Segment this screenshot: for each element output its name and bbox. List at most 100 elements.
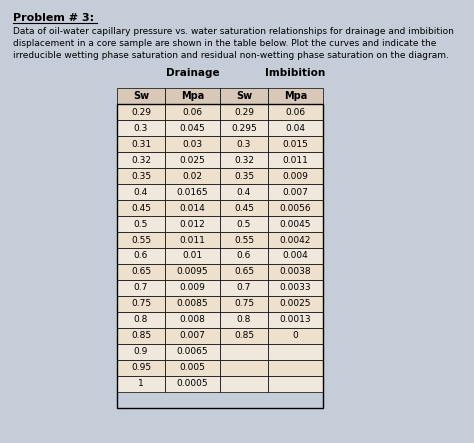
Bar [220, 360, 268, 376]
Text: 0.04: 0.04 [285, 124, 306, 132]
Text: 0.65: 0.65 [234, 268, 254, 276]
Text: 0.85: 0.85 [234, 331, 254, 341]
Bar [165, 200, 220, 216]
Bar [117, 344, 165, 360]
Bar [220, 328, 268, 344]
Text: 0.011: 0.011 [283, 155, 309, 164]
Text: 0.0042: 0.0042 [280, 236, 311, 245]
Text: 0.7: 0.7 [134, 284, 148, 292]
Bar [268, 248, 323, 264]
Text: 0.55: 0.55 [131, 236, 151, 245]
Bar [165, 328, 220, 344]
Bar [165, 312, 220, 328]
Bar [268, 360, 323, 376]
Text: 0.0165: 0.0165 [177, 187, 208, 197]
Text: 0.32: 0.32 [131, 155, 151, 164]
Bar [165, 184, 220, 200]
Bar [165, 104, 220, 120]
Text: 0.295: 0.295 [231, 124, 257, 132]
Text: 0.5: 0.5 [134, 219, 148, 229]
Text: 0.008: 0.008 [180, 315, 205, 325]
Bar [117, 264, 165, 280]
Text: 0.3: 0.3 [134, 124, 148, 132]
Text: 0.5: 0.5 [237, 219, 251, 229]
Bar [165, 280, 220, 296]
Text: 0.03: 0.03 [182, 140, 202, 148]
Text: Drainage: Drainage [166, 68, 219, 78]
Bar [220, 312, 268, 328]
Bar [220, 264, 268, 280]
Bar [268, 328, 323, 344]
Text: 0.32: 0.32 [234, 155, 254, 164]
Bar [117, 216, 165, 232]
Text: 0.011: 0.011 [180, 236, 205, 245]
Bar [117, 184, 165, 200]
Bar [117, 328, 165, 344]
Bar [220, 168, 268, 184]
Bar [165, 136, 220, 152]
Bar [165, 264, 220, 280]
Text: Data of oil-water capillary pressure vs. water saturation relationships for drai: Data of oil-water capillary pressure vs.… [13, 27, 454, 36]
Text: 0.75: 0.75 [234, 299, 254, 308]
Bar [165, 168, 220, 184]
Text: 1: 1 [138, 380, 144, 389]
Bar [117, 152, 165, 168]
Bar [220, 248, 268, 264]
Bar [165, 344, 220, 360]
Text: 0.025: 0.025 [180, 155, 205, 164]
Text: 0.004: 0.004 [283, 252, 309, 260]
Text: displacement in a core sample are shown in the table below. Plot the curves and : displacement in a core sample are shown … [13, 39, 437, 48]
Bar [165, 216, 220, 232]
Text: 0: 0 [292, 331, 298, 341]
Text: 0.85: 0.85 [131, 331, 151, 341]
Bar [268, 232, 323, 248]
Bar [220, 296, 268, 312]
Text: 0.4: 0.4 [237, 187, 251, 197]
Bar [220, 232, 268, 248]
Bar [268, 280, 323, 296]
Text: Problem # 3:: Problem # 3: [13, 13, 94, 23]
Text: 0.0095: 0.0095 [177, 268, 208, 276]
Bar [220, 344, 268, 360]
Bar [268, 200, 323, 216]
Text: Mpa: Mpa [181, 91, 204, 101]
Text: 0.045: 0.045 [180, 124, 205, 132]
Text: Mpa: Mpa [284, 91, 307, 101]
Bar [117, 200, 165, 216]
Text: Sw: Sw [236, 91, 252, 101]
Bar [268, 312, 323, 328]
Text: 0.009: 0.009 [180, 284, 205, 292]
Text: 0.0038: 0.0038 [280, 268, 311, 276]
Bar [165, 88, 220, 104]
Text: 0.06: 0.06 [285, 108, 306, 117]
Bar [268, 136, 323, 152]
Bar [220, 216, 268, 232]
Bar [117, 376, 165, 392]
Text: 0.65: 0.65 [131, 268, 151, 276]
Text: 0.31: 0.31 [131, 140, 151, 148]
Bar [165, 232, 220, 248]
Bar [117, 104, 323, 408]
Bar [268, 376, 323, 392]
Text: 0.0005: 0.0005 [177, 380, 208, 389]
Text: 0.0025: 0.0025 [280, 299, 311, 308]
Text: 0.0085: 0.0085 [177, 299, 208, 308]
Bar [165, 376, 220, 392]
Text: 0.0033: 0.0033 [280, 284, 311, 292]
Text: 0.29: 0.29 [234, 108, 254, 117]
Text: 0.01: 0.01 [182, 252, 202, 260]
Text: 0.3: 0.3 [237, 140, 251, 148]
Text: 0.4: 0.4 [134, 187, 148, 197]
Text: 0.007: 0.007 [283, 187, 309, 197]
Text: 0.014: 0.014 [180, 203, 205, 213]
Bar [117, 296, 165, 312]
Bar [268, 344, 323, 360]
Bar [117, 120, 165, 136]
Bar [117, 248, 165, 264]
Text: irreducible wetting phase saturation and residual non-wetting phase saturation o: irreducible wetting phase saturation and… [13, 51, 449, 60]
Bar [117, 136, 165, 152]
Bar [117, 232, 165, 248]
Bar [268, 216, 323, 232]
Text: 0.29: 0.29 [131, 108, 151, 117]
Bar [268, 120, 323, 136]
